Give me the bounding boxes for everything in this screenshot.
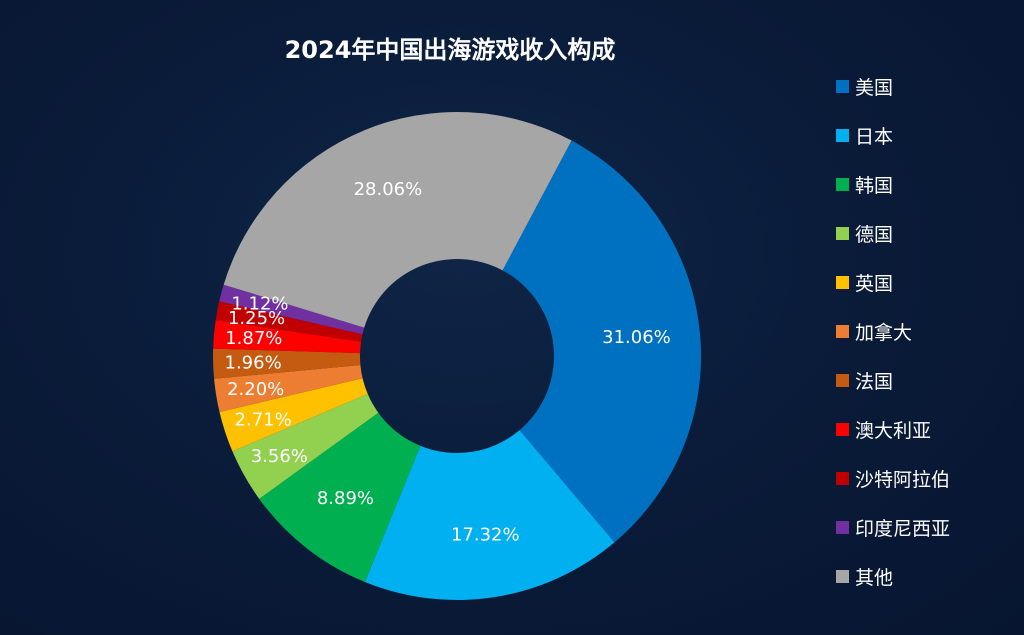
legend-swatch — [836, 325, 849, 338]
legend-item-日本: 日本 — [836, 111, 1016, 160]
legend-swatch — [836, 276, 849, 289]
data-label-德国: 3.56% — [251, 446, 308, 467]
legend-swatch — [836, 178, 849, 191]
legend-label: 沙特阿拉伯 — [855, 469, 951, 491]
legend-swatch — [836, 521, 849, 534]
slices-group — [213, 112, 702, 600]
legend-item-印度尼西亚: 印度尼西亚 — [836, 503, 1016, 552]
legend-label: 印度尼西亚 — [855, 518, 951, 540]
slice-法国 — [213, 348, 361, 379]
legend-item-德国: 德国 — [836, 209, 1016, 258]
slice-沙特阿拉伯 — [215, 301, 363, 342]
slice-美国 — [502, 140, 702, 543]
data-label-印度尼西亚: 1.12% — [231, 293, 288, 314]
slice-日本 — [364, 430, 615, 600]
legend-label: 英国 — [855, 273, 894, 295]
legend-item-其他: 其他 — [836, 552, 1016, 601]
legend-item-澳大利亚: 澳大利亚 — [836, 405, 1016, 454]
legend-label: 法国 — [855, 371, 894, 393]
legend-swatch — [836, 129, 849, 142]
legend-item-韩国: 韩国 — [836, 160, 1016, 209]
slice-加拿大 — [214, 365, 363, 412]
legend-swatch — [836, 227, 849, 240]
legend: 美国日本韩国德国英国加拿大法国澳大利亚沙特阿拉伯印度尼西亚其他 — [836, 62, 1016, 601]
slice-韩国 — [259, 412, 421, 582]
legend-label: 日本 — [855, 126, 894, 148]
data-label-沙特阿拉伯: 1.25% — [228, 308, 285, 329]
legend-label: 加拿大 — [855, 322, 913, 344]
data-label-日本: 17.32% — [451, 524, 520, 545]
legend-label: 澳大利亚 — [855, 420, 932, 442]
legend-label: 韩国 — [855, 175, 894, 197]
legend-label: 其他 — [855, 567, 894, 589]
legend-item-英国: 英国 — [836, 258, 1016, 307]
data-label-英国: 2.71% — [235, 409, 292, 430]
slice-德国 — [232, 393, 379, 499]
data-label-加拿大: 2.20% — [227, 379, 284, 400]
slice-印度尼西亚 — [219, 284, 365, 335]
data-label-法国: 1.96% — [225, 352, 282, 373]
legend-item-美国: 美国 — [836, 62, 1016, 111]
legend-swatch — [836, 374, 849, 387]
legend-swatch — [836, 570, 849, 583]
labels-group: 31.06% 17.32% 8.89% 3.56% 2.71% 2.20% 1.96% 1.8… — [225, 179, 671, 545]
chart-title: 2024年中国出海游戏收入构成 — [284, 36, 616, 64]
data-label-澳大利亚: 1.87% — [225, 328, 282, 349]
data-label-美国: 31.06% — [602, 327, 671, 348]
legend-swatch — [836, 80, 849, 93]
slice-澳大利亚 — [213, 320, 362, 354]
slice-英国 — [219, 378, 368, 452]
legend-label: 美国 — [855, 77, 894, 99]
legend-item-沙特阿拉伯: 沙特阿拉伯 — [836, 454, 1016, 503]
data-label-韩国: 8.89% — [317, 488, 374, 509]
data-label-其他: 28.06% — [354, 179, 423, 200]
legend-item-加拿大: 加拿大 — [836, 307, 1016, 356]
legend-swatch — [836, 423, 849, 436]
legend-label: 德国 — [855, 224, 894, 246]
legend-swatch — [836, 472, 849, 485]
legend-item-法国: 法国 — [836, 356, 1016, 405]
slice-其他 — [223, 112, 572, 328]
